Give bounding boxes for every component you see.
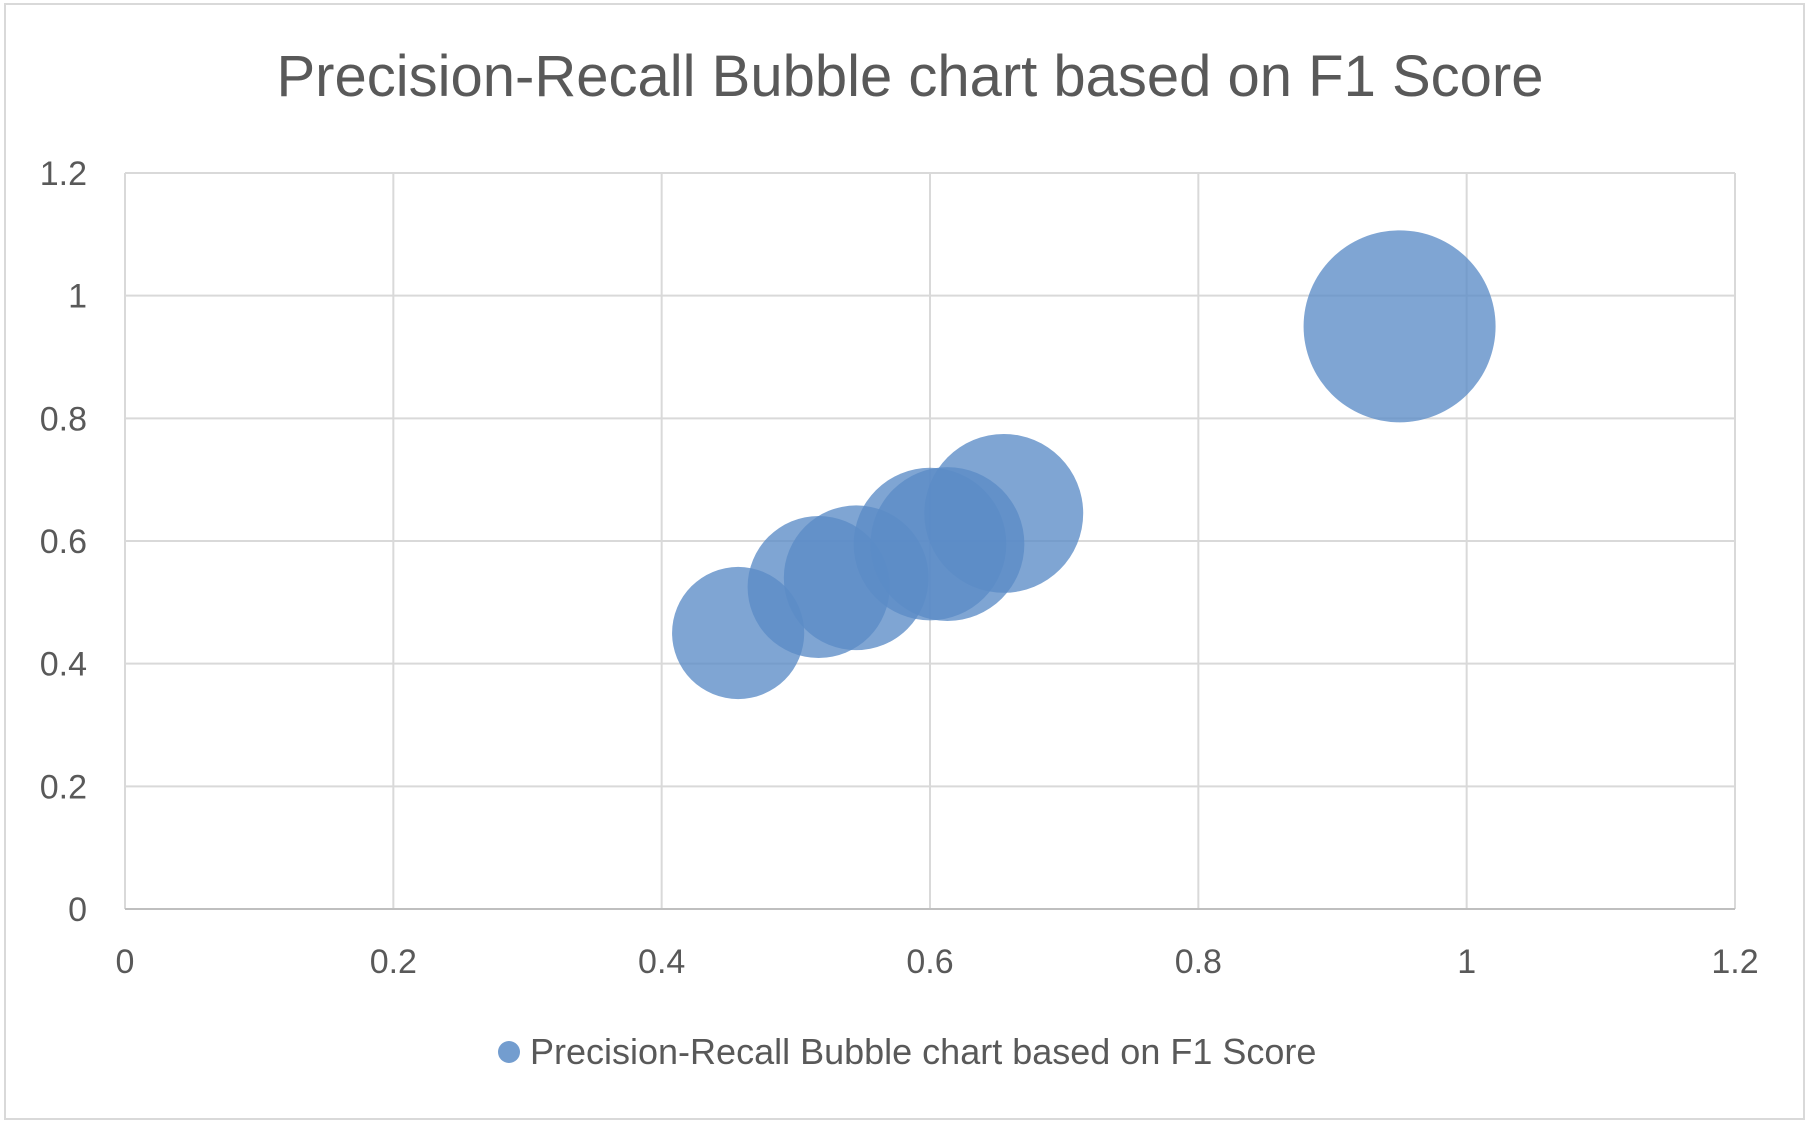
y-tick-label: 1 bbox=[68, 278, 87, 316]
x-tick-label: 0 bbox=[116, 943, 135, 981]
x-tick-label: 0.6 bbox=[906, 943, 953, 981]
y-tick-label: 0.8 bbox=[40, 400, 87, 438]
x-tick-label: 0.4 bbox=[638, 943, 685, 981]
x-tick-label: 1.2 bbox=[1711, 943, 1758, 981]
legend-marker bbox=[498, 1041, 520, 1063]
y-tick-label: 0.4 bbox=[40, 646, 87, 684]
bubble bbox=[1303, 230, 1496, 423]
legend-label: Precision-Recall Bubble chart based on F… bbox=[530, 1031, 1316, 1072]
axes: 0 0.2 0.4 0.6 0.8 1 1.2 0 0.2 0.4 0.6 0.8 1 1.2 bbox=[40, 155, 1759, 981]
bubble bbox=[924, 433, 1084, 593]
bubbles-layer bbox=[672, 230, 1496, 700]
y-tick-label: 0.6 bbox=[40, 523, 87, 561]
y-tick-label: 0.2 bbox=[40, 768, 87, 806]
grid-lines bbox=[124, 172, 1736, 910]
chart-title: Precision-Recall Bubble chart based on F… bbox=[277, 44, 1544, 109]
y-tick-label: 0 bbox=[68, 891, 87, 929]
x-tick-label: 1 bbox=[1457, 943, 1476, 981]
x-tick-label: 0.8 bbox=[1175, 943, 1222, 981]
y-tick-label: 1.2 bbox=[40, 155, 87, 193]
x-tick-label: 0.2 bbox=[370, 943, 417, 981]
legend: Precision-Recall Bubble chart based on F… bbox=[498, 1031, 1316, 1072]
